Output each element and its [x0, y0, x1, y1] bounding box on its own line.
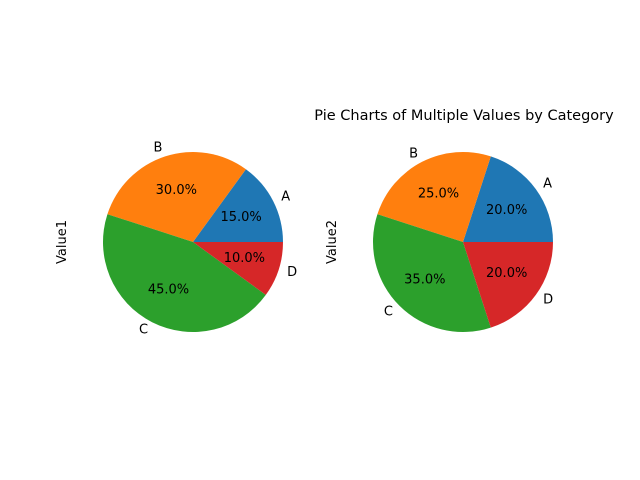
pie-slice-value1-c [103, 214, 266, 332]
pie-percent-label-value1-b: 30.0% [156, 183, 197, 198]
y-axis-label-value2: Value2 [325, 220, 340, 264]
pie-percent-label-value2-a: 20.0% [486, 203, 527, 218]
pie-category-label-value2-d: D [543, 293, 553, 308]
y-axis-label-value1: Value1 [55, 220, 70, 264]
pie-category-label-value1-a: A [281, 190, 290, 205]
pie-percent-label-value1-c: 45.0% [148, 283, 189, 298]
pie-slice-value1-a [193, 169, 283, 242]
pie-slice-value2-c [373, 214, 491, 332]
pie-slice-value2-a [463, 156, 553, 242]
pie-chart-value1: Value1 15.0% A 30.0% B 45.0% C 10.0% D [55, 140, 297, 337]
pie-percent-label-value1-a: 15.0% [220, 210, 261, 225]
pie-percent-label-value2-b: 25.0% [418, 186, 459, 201]
pie-category-label-value1-d: D [287, 265, 297, 280]
pie-category-label-value1-c: C [139, 323, 148, 338]
pie-slice-value1-d [193, 242, 283, 295]
pie-slice-value2-b [377, 152, 491, 242]
pie-category-label-value2-c: C [384, 305, 393, 320]
pie-percent-label-value1-d: 10.0% [224, 251, 265, 266]
pie-percent-label-value2-c: 35.0% [404, 273, 445, 288]
pie-slice-value2-d [463, 242, 553, 328]
pie-category-label-value1-b: B [153, 140, 162, 155]
chart-title: Pie Charts of Multiple Values by Categor… [314, 108, 614, 124]
pie-percent-label-value2-d: 20.0% [486, 266, 527, 281]
pie-slice-value1-b [107, 152, 246, 242]
pie-category-label-value2-b: B [409, 146, 418, 161]
pie-category-label-value2-a: A [543, 176, 552, 191]
pie-chart-value2: Value2 20.0% A 25.0% B 35.0% C 20.0% D [325, 146, 553, 332]
